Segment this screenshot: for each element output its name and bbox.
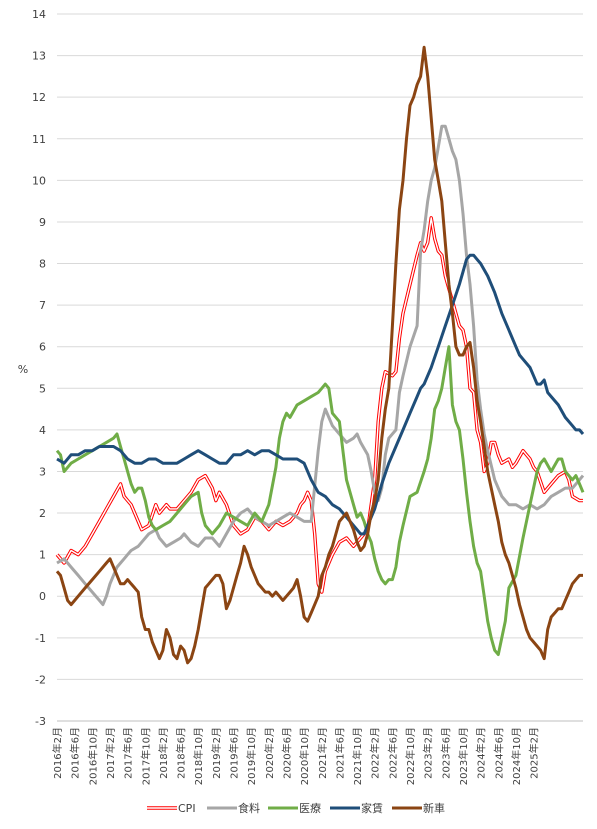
y-tick-label: 13	[32, 50, 46, 63]
x-tick-label: 2021年6月	[333, 727, 346, 779]
x-tick-label: 2022年10月	[404, 727, 417, 785]
x-tick-label: 2018年6月	[175, 727, 188, 779]
series-line-cpi-outer	[55, 216, 583, 594]
y-tick-label: 1	[39, 549, 46, 562]
x-tick-label: 2016年2月	[51, 727, 64, 779]
y-tick-label: 2	[39, 507, 46, 520]
y-tick-label: 10	[32, 174, 46, 187]
x-tick-label: 2021年2月	[316, 727, 329, 779]
x-tick-label: 2022年2月	[369, 727, 382, 779]
y-tick-label: 0	[39, 590, 46, 603]
x-tick-label: 2018年2月	[157, 727, 170, 779]
y-tick-label: -2	[35, 673, 46, 686]
series-line-cpi-inner	[56, 217, 583, 593]
x-tick-label: 2024年2月	[475, 727, 488, 779]
y-tick-label: 14	[32, 8, 46, 21]
x-tick-label: 2020年10月	[298, 727, 311, 785]
x-tick-label: 2022年6月	[386, 727, 399, 779]
x-tick-label: 2020年2月	[263, 727, 276, 779]
y-tick-label: 6	[39, 341, 46, 354]
x-tick-label: 2023年10月	[457, 727, 470, 785]
x-tick-label: 2020年6月	[280, 727, 293, 779]
series-line-4	[55, 45, 583, 665]
y-tick-label: 7	[39, 299, 46, 312]
x-axis-ticks: 2016年2月 2016年6月 2016年10月 2017年2月 2017年6月 2017…	[51, 727, 541, 785]
legend-label: 新車	[423, 801, 445, 815]
series-line-3	[56, 253, 585, 536]
legend: CPI 食料 医療 家賃 新車	[147, 801, 445, 815]
x-tick-label: 2023年6月	[439, 727, 452, 779]
y-tick-label: 11	[32, 133, 46, 146]
y-tick-label: 3	[39, 465, 46, 478]
x-tick-label: 2024年6月	[492, 727, 505, 779]
x-tick-label: 2017年10月	[139, 727, 152, 785]
y-tick-label: 8	[39, 258, 46, 271]
x-tick-label: 2019年2月	[210, 727, 223, 779]
gridlines	[57, 13, 583, 722]
x-tick-label: 2016年10月	[86, 727, 99, 785]
legend-label: 食料	[238, 801, 260, 815]
series-lines	[55, 45, 585, 665]
y-tick-label: 5	[39, 382, 46, 395]
x-tick-label: 2017年2月	[104, 727, 117, 779]
legend-label: CPI	[178, 802, 196, 815]
y-tick-label: -3	[35, 715, 46, 728]
y-tick-label: 9	[39, 216, 46, 229]
x-tick-label: 2019年6月	[228, 727, 241, 779]
legend-label: 医療	[299, 801, 321, 815]
x-tick-label: 2019年10月	[245, 727, 258, 785]
x-tick-label: 2021年10月	[351, 727, 364, 785]
x-tick-label: 2023年2月	[422, 727, 435, 779]
legend-label: 家賃	[361, 801, 383, 815]
y-axis-label: %	[18, 363, 28, 376]
series-line-1	[56, 124, 585, 607]
y-tick-label: -1	[35, 632, 46, 645]
y-tick-label: 12	[32, 91, 46, 104]
x-tick-label: 2024年10月	[510, 727, 523, 785]
x-tick-label: 2016年6月	[69, 727, 82, 779]
y-tick-label: 4	[39, 424, 46, 437]
series-line-2	[55, 345, 585, 656]
x-tick-label: 2025年2月	[528, 727, 541, 779]
x-tick-label: 2018年10月	[192, 727, 205, 785]
x-tick-label: 2017年6月	[122, 727, 135, 779]
